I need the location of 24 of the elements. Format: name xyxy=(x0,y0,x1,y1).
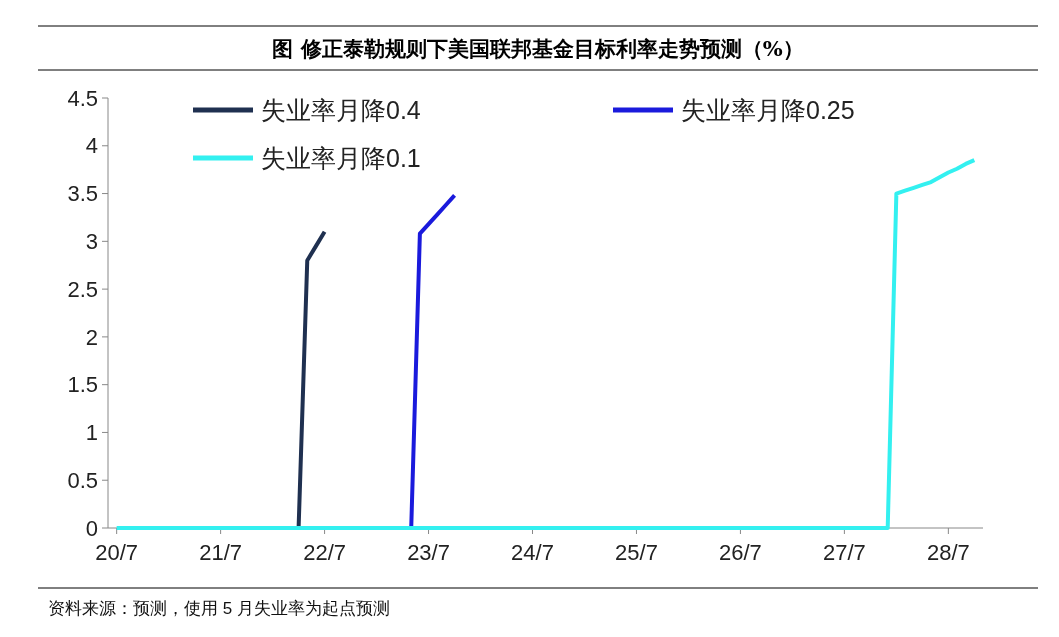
y-tick-label: 4.5 xyxy=(67,85,98,111)
y-tick-label: 2.5 xyxy=(67,276,98,302)
x-tick-label: 22/7 xyxy=(303,540,346,565)
legend-label: 失业率月降0.4 xyxy=(261,95,421,124)
y-tick-label: 4 xyxy=(85,133,98,159)
x-tick-label: 24/7 xyxy=(511,540,554,565)
text: 资料来源：预测，使用 5 月失业率为起点预测 xyxy=(48,599,390,618)
x-tick-label: 20/7 xyxy=(95,540,139,565)
y-tick-label: 2 xyxy=(85,324,98,350)
x-tick-label: 27/7 xyxy=(822,540,866,565)
y-tick-label: 3.5 xyxy=(67,181,98,207)
legend-label: 失业率月降0.1 xyxy=(261,143,421,172)
x-tick-label: 28/7 xyxy=(926,540,970,565)
x-tick-label: 26/7 xyxy=(719,540,762,565)
y-tick-label: 0 xyxy=(85,515,98,541)
y-tick-label: 0.5 xyxy=(67,467,98,493)
y-tick-label: 1 xyxy=(85,420,98,446)
x-tick-label: 25/7 xyxy=(615,540,658,565)
y-tick-label: 1.5 xyxy=(67,372,98,398)
legend-label: 失业率月降0.25 xyxy=(681,95,855,124)
x-tick-label: 23/7 xyxy=(407,540,450,565)
y-tick-label: 3 xyxy=(85,229,98,255)
x-tick-label: 21/7 xyxy=(199,540,243,565)
chart-title: 图 修正泰勒规则下美国联邦基金目标利率走势预测（%） xyxy=(272,36,804,61)
